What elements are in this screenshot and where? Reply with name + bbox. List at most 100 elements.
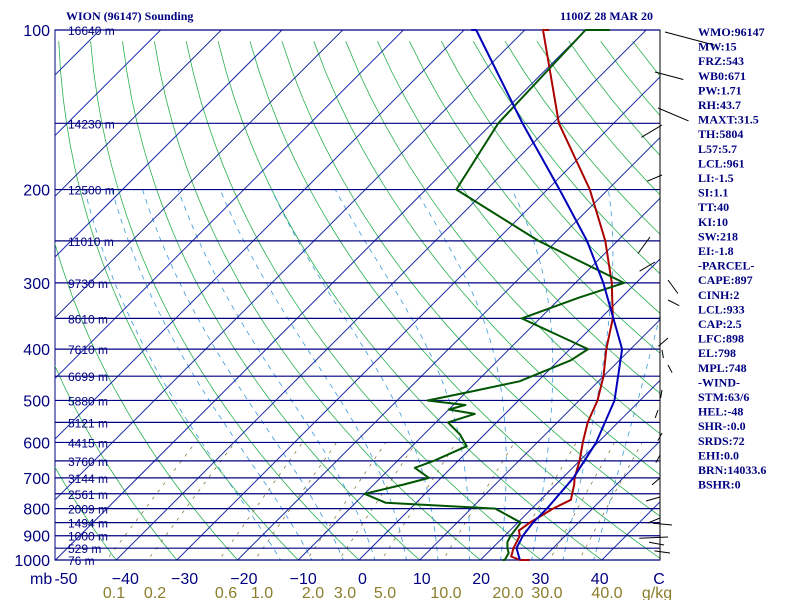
height-label: 1000 m xyxy=(68,530,108,544)
isotherm xyxy=(540,440,660,560)
mixing-ratio-line xyxy=(338,442,417,560)
temperature-tick-label: 30 xyxy=(532,571,550,588)
chart-title-time: 1100Z 28 MAR 20 xyxy=(560,9,653,23)
pressure-tick-label: 700 xyxy=(23,471,50,488)
height-label: 2561 m xyxy=(68,488,108,502)
mixing-ratio-tick-label: 2.0 xyxy=(302,585,324,600)
index-entry: TT:40 xyxy=(698,200,729,214)
index-entry: LI:-1.5 xyxy=(698,171,734,185)
pressure-unit-label: mb xyxy=(30,571,52,588)
pressure-tick-label: 100 xyxy=(23,23,50,40)
height-label: 1494 m xyxy=(68,517,108,531)
mixing-ratio-tick-label: 20.0 xyxy=(492,585,523,600)
pressure-tick-label: 300 xyxy=(23,276,50,293)
dry-adiabat xyxy=(185,41,542,560)
index-entry: SHR-:0.0 xyxy=(698,419,746,433)
plot-border xyxy=(54,29,661,561)
height-label: 5121 m xyxy=(68,416,108,430)
index-entry: EI:-1.8 xyxy=(698,244,734,258)
temperature-tick-label: 0 xyxy=(358,571,367,588)
height-labels: 16640 m 14230 m 12500 m 11010 m 9730 m 8610 m… xyxy=(68,24,115,568)
dry-adiabat xyxy=(472,40,660,275)
mixing-ratio-tick-label: 5.0 xyxy=(374,585,396,600)
wind-barb xyxy=(639,536,669,539)
height-label: 3760 m xyxy=(68,455,108,469)
moist-adiabat xyxy=(84,189,281,560)
wind-barb xyxy=(651,477,661,486)
index-entry: LFC:898 xyxy=(698,332,744,346)
mixing-ratio-line xyxy=(147,442,236,560)
height-label: 11010 m xyxy=(68,235,114,249)
dry-adiabat xyxy=(154,41,482,560)
pressure-tick-label: 600 xyxy=(23,435,50,452)
index-entry: WMO:96147 xyxy=(698,25,765,39)
wind-barb xyxy=(637,236,651,254)
moist-adiabat xyxy=(111,189,313,560)
temperature-tick-label: −10 xyxy=(290,571,317,588)
index-entry: EL:798 xyxy=(698,346,736,360)
dewpoint-line xyxy=(363,29,625,561)
index-entry: -WIND- xyxy=(698,375,740,389)
index-entry: SRDS:72 xyxy=(698,434,745,448)
isotherm xyxy=(236,136,660,560)
index-entry: STM:63/6 xyxy=(698,390,749,404)
isobars xyxy=(55,29,660,561)
temperature-tick-label: -50 xyxy=(54,571,77,588)
mixing-ratio-line xyxy=(106,442,196,560)
index-entry: PW:1.71 xyxy=(698,83,742,97)
wind-barb xyxy=(647,517,661,524)
height-label: 8610 m xyxy=(68,312,108,326)
height-label: 16640 m xyxy=(68,24,115,38)
index-entry: EHI:0.0 xyxy=(698,448,739,462)
isotherm xyxy=(0,18,51,578)
temperature-line xyxy=(510,29,614,561)
index-entry: CINH:2 xyxy=(698,288,739,302)
temperature-tick-label: −40 xyxy=(112,571,139,588)
wind-barb xyxy=(654,71,684,80)
isotherm xyxy=(55,30,223,198)
wind-barb xyxy=(660,389,663,399)
wind-barb xyxy=(654,550,671,554)
index-entry: RH:43.7 xyxy=(698,98,741,112)
index-entry: MAXT:31.5 xyxy=(698,113,759,127)
index-entry: LCL:933 xyxy=(698,302,745,316)
dry-adiabat xyxy=(760,41,800,571)
dry-adiabat xyxy=(55,242,239,560)
pressure-tick-label: 1000 xyxy=(14,553,50,570)
height-label: 7610 m xyxy=(68,343,108,357)
mixing-ratio-tick-label: 30.0 xyxy=(531,585,562,600)
wind-barb xyxy=(667,279,679,294)
index-entry: KI:10 xyxy=(698,215,728,229)
isotherm xyxy=(55,30,405,380)
height-label: 14230 m xyxy=(68,117,115,131)
moist-adiabat xyxy=(219,189,407,560)
mixing-ratio-axis: 0.1 0.2 0.6 1.0 2.0 3.0 5.0 10.0 20.0 30.0 40.0 g/k… xyxy=(103,585,672,600)
height-label: 9730 m xyxy=(68,277,108,291)
background-grid xyxy=(0,18,800,578)
moist-adiabat xyxy=(593,313,660,560)
moist-adiabat xyxy=(334,189,470,560)
mixing-ratio-tick-label: 10.0 xyxy=(430,585,461,600)
dry-adiabat xyxy=(409,41,660,354)
mixing-ratio-line xyxy=(306,442,387,560)
wind-barb xyxy=(639,261,656,272)
temperature-tick-label: 40 xyxy=(591,571,609,588)
moist-adiabat xyxy=(142,189,344,560)
height-label: 5880 m xyxy=(68,395,108,409)
index-entry: TH:5804 xyxy=(698,127,743,141)
chart-title-station: WION (96147) Sounding xyxy=(66,9,193,23)
moist-adiabat xyxy=(511,189,554,560)
wind-barb xyxy=(657,432,663,441)
mixing-ratio-tick-label: g/kg xyxy=(642,585,672,600)
temperature-tick-label: 10 xyxy=(413,571,431,588)
dry-adiabat xyxy=(281,41,660,517)
moist-adiabat xyxy=(562,189,614,560)
mixing-ratio-tick-label: 0.6 xyxy=(215,585,237,600)
pressure-tick-label: 800 xyxy=(23,502,50,519)
index-entry: HEL:-48 xyxy=(698,405,743,419)
isotherm xyxy=(418,318,660,560)
isotherm xyxy=(55,30,344,319)
isotherm xyxy=(176,76,660,560)
